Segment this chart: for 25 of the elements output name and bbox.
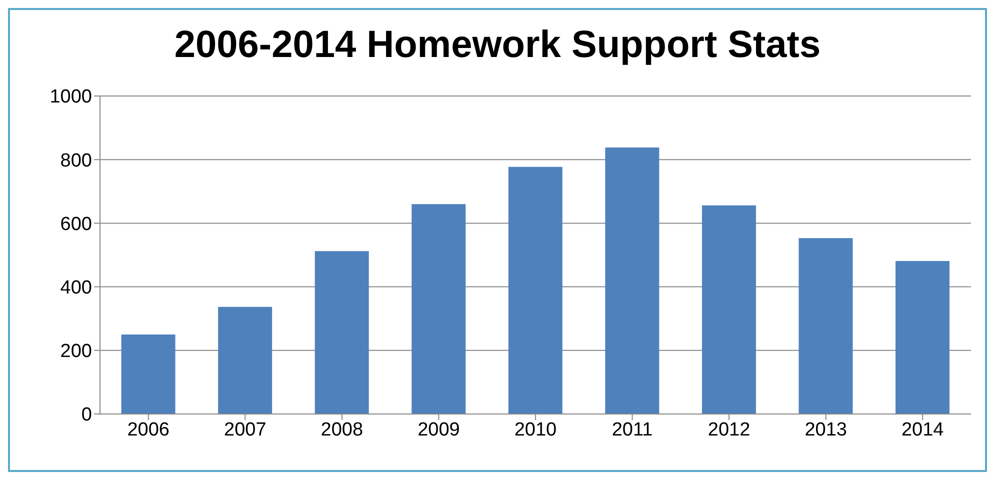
bar xyxy=(605,148,660,414)
y-tick-label: 800 xyxy=(60,150,92,172)
y-tick-label: 600 xyxy=(60,214,92,235)
y-tick-label: 400 xyxy=(60,278,92,299)
bar xyxy=(314,251,369,414)
x-tick-label: 2008 xyxy=(320,419,364,440)
bar xyxy=(218,306,272,414)
y-tick-label: 0 xyxy=(81,404,92,426)
bar xyxy=(412,204,466,414)
bar xyxy=(798,238,853,414)
x-tick-label: 2009 xyxy=(418,419,460,440)
y-tick-label: 1000 xyxy=(50,86,92,108)
x-tick-label: 2011 xyxy=(612,419,653,440)
x-tick-label: 2013 xyxy=(804,419,847,440)
chart-title: 2006-2014 Homework Support Stats xyxy=(173,24,822,68)
bar xyxy=(121,334,176,414)
bar xyxy=(508,166,562,414)
x-tick-label: 2006 xyxy=(127,419,170,440)
x-tick-label: 2010 xyxy=(514,419,557,440)
y-tick-label: 200 xyxy=(60,341,92,362)
bar xyxy=(896,261,950,414)
x-tick-label: 2014 xyxy=(901,419,944,440)
bar xyxy=(702,205,756,414)
x-tick-label: 2012 xyxy=(708,419,750,440)
x-tick-label: 2007 xyxy=(224,419,266,440)
